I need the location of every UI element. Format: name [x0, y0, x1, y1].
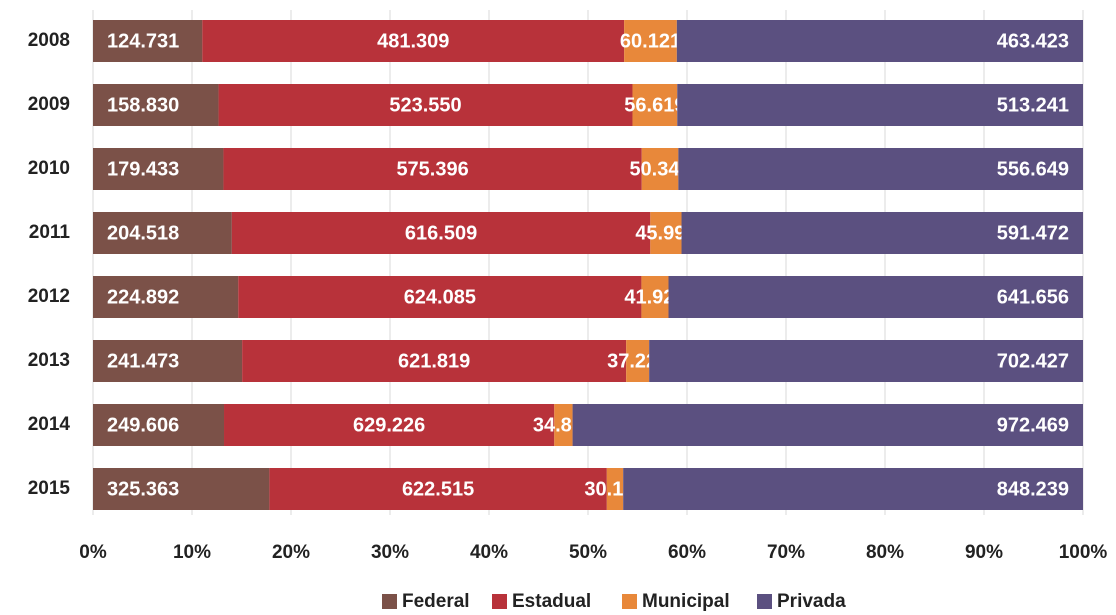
data-label: 556.649	[997, 158, 1069, 180]
bar-segment	[231, 212, 651, 254]
data-label: 224.892	[107, 286, 179, 308]
data-label: 629.226	[353, 414, 425, 436]
bar-segment	[678, 148, 1083, 190]
data-label: 179.433	[107, 158, 179, 180]
legend-label: Federal	[402, 591, 470, 612]
bar-segment	[93, 148, 224, 190]
data-label: 624.085	[404, 286, 476, 308]
x-tick-label: 80%	[866, 542, 904, 563]
data-label: 249.606	[107, 414, 179, 436]
y-tick-label: 2014	[28, 414, 71, 435]
legend-swatch	[492, 594, 507, 609]
bar-segment	[224, 404, 555, 446]
bar-segment	[223, 148, 642, 190]
y-tick-label: 2012	[28, 286, 70, 307]
x-tick-label: 10%	[173, 542, 211, 563]
legend-label: Municipal	[642, 591, 730, 612]
x-tick-label: 60%	[668, 542, 706, 563]
bar-segment	[93, 468, 270, 510]
bar-segment	[242, 340, 627, 382]
x-tick-label: 0%	[79, 542, 107, 563]
data-label: 621.819	[398, 350, 470, 372]
bar-segment	[623, 468, 1083, 510]
bar-segment	[554, 404, 573, 446]
bar-segment	[626, 340, 650, 382]
bar-segment	[93, 404, 225, 446]
legend-swatch	[757, 594, 772, 609]
bar-segment	[218, 84, 633, 126]
data-label: 56.619	[624, 94, 685, 116]
data-label: 481.309	[377, 30, 449, 52]
bar-segment	[624, 20, 677, 62]
legend-label: Estadual	[512, 591, 591, 612]
bar-segment	[668, 276, 1083, 318]
data-label: 848.239	[997, 478, 1069, 500]
bar-segment	[93, 20, 203, 62]
data-label: 591.472	[997, 222, 1069, 244]
x-tick-label: 40%	[470, 542, 508, 563]
x-tick-label: 100%	[1059, 542, 1108, 563]
data-label: 616.509	[405, 222, 477, 244]
data-label: 702.427	[997, 350, 1069, 372]
bar-segment	[650, 212, 682, 254]
bar-segment	[676, 20, 1083, 62]
bar-segment	[93, 212, 232, 254]
bar-segment	[93, 84, 219, 126]
data-label: 523.550	[389, 94, 461, 116]
bar-segment	[93, 340, 243, 382]
bar-segment	[238, 276, 642, 318]
bar-segment	[606, 468, 624, 510]
legend-swatch	[382, 594, 397, 609]
data-label: 622.515	[402, 478, 474, 500]
bar-segment	[641, 276, 669, 318]
bar-segment	[93, 276, 239, 318]
legend-swatch	[622, 594, 637, 609]
y-tick-label: 2015	[28, 478, 71, 499]
x-tick-label: 70%	[767, 542, 805, 563]
bar-segment	[632, 84, 678, 126]
bar-segment	[641, 148, 679, 190]
y-tick-label: 2013	[28, 350, 70, 371]
data-label: 641.656	[997, 286, 1069, 308]
y-tick-label: 2008	[28, 30, 70, 51]
data-label: 241.473	[107, 350, 179, 372]
data-label: 60.121	[620, 30, 681, 52]
bar-segment	[649, 340, 1083, 382]
data-label: 45.997	[635, 222, 696, 244]
x-tick-label: 50%	[569, 542, 607, 563]
bar-segment	[572, 404, 1083, 446]
data-label: 50.349	[629, 158, 690, 180]
bar-segment	[202, 20, 625, 62]
data-label: 463.423	[997, 30, 1069, 52]
data-label: 972.469	[997, 414, 1069, 436]
data-label: 204.518	[107, 222, 179, 244]
bar-segment	[269, 468, 607, 510]
data-label: 325.363	[107, 478, 179, 500]
data-label: 124.731	[107, 30, 179, 52]
data-label: 513.241	[997, 94, 1069, 116]
data-label: 575.396	[396, 158, 468, 180]
x-tick-label: 90%	[965, 542, 1003, 563]
x-tick-label: 30%	[371, 542, 409, 563]
y-tick-label: 2011	[29, 222, 71, 243]
x-tick-label: 20%	[272, 542, 310, 563]
bar-segment	[677, 84, 1083, 126]
data-label: 158.830	[107, 94, 179, 116]
bar-segment	[681, 212, 1083, 254]
legend-label: Privada	[777, 591, 846, 612]
y-tick-label: 2009	[28, 94, 70, 115]
y-tick-label: 2010	[28, 158, 70, 179]
